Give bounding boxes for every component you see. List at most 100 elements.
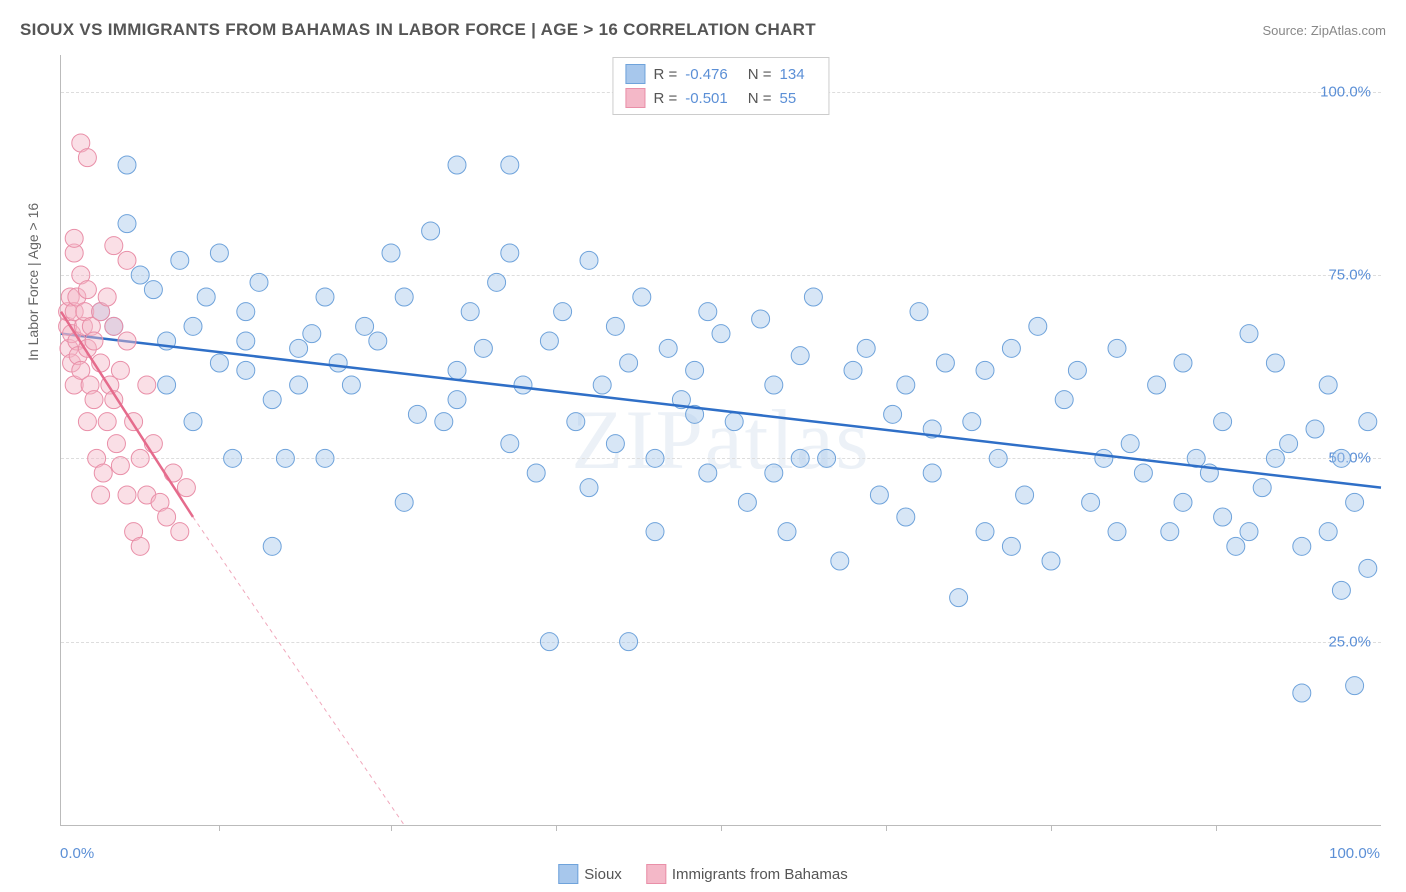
stats-row-1: R = -0.476 N = 134: [625, 62, 816, 86]
data-point: [1293, 684, 1311, 702]
n-value-1: 134: [780, 66, 805, 83]
data-point: [818, 449, 836, 467]
data-point: [85, 391, 103, 409]
data-point: [567, 413, 585, 431]
data-point: [395, 288, 413, 306]
data-point: [65, 229, 83, 247]
data-point: [554, 303, 572, 321]
data-point: [976, 361, 994, 379]
data-point: [1108, 339, 1126, 357]
data-point: [184, 413, 202, 431]
data-point: [1002, 339, 1020, 357]
data-point: [1346, 677, 1364, 695]
data-point: [290, 339, 308, 357]
data-point: [1346, 493, 1364, 511]
r-label: R =: [653, 90, 677, 107]
data-point: [210, 244, 228, 262]
data-point: [94, 464, 112, 482]
data-point: [778, 523, 796, 541]
data-point: [712, 325, 730, 343]
data-point: [422, 222, 440, 240]
data-point: [897, 508, 915, 526]
data-point: [144, 281, 162, 299]
data-point: [158, 376, 176, 394]
legend-item-1: Sioux: [558, 864, 622, 884]
data-point: [1068, 361, 1086, 379]
data-point: [210, 354, 228, 372]
data-point: [237, 303, 255, 321]
x-axis-max-label: 100.0%: [1329, 845, 1380, 862]
data-point: [606, 435, 624, 453]
data-point: [1332, 581, 1350, 599]
data-point: [1332, 449, 1350, 467]
data-point: [1108, 523, 1126, 541]
y-axis-label: In Labor Force | Age > 16: [25, 203, 41, 361]
data-point: [1240, 325, 1258, 343]
data-point: [857, 339, 875, 357]
data-point: [1082, 493, 1100, 511]
data-point: [1293, 537, 1311, 555]
data-point: [699, 464, 717, 482]
data-point: [369, 332, 387, 350]
data-point: [263, 391, 281, 409]
data-point: [316, 449, 334, 467]
r-label: R =: [653, 66, 677, 83]
x-axis-min-label: 0.0%: [60, 845, 94, 862]
data-point: [111, 361, 129, 379]
data-point: [1148, 376, 1166, 394]
data-point: [131, 449, 149, 467]
data-point: [118, 332, 136, 350]
data-point: [1042, 552, 1060, 570]
data-point: [1174, 493, 1192, 511]
data-point: [448, 361, 466, 379]
data-point: [78, 281, 96, 299]
trend-line-extrapolated: [193, 517, 404, 825]
data-point: [1029, 317, 1047, 335]
data-point: [1214, 413, 1232, 431]
data-point: [870, 486, 888, 504]
data-point: [237, 361, 255, 379]
data-point: [804, 288, 822, 306]
data-point: [303, 325, 321, 343]
data-point: [950, 589, 968, 607]
data-point: [448, 391, 466, 409]
data-point: [197, 288, 215, 306]
swatch-series-1: [625, 64, 645, 84]
data-point: [646, 523, 664, 541]
data-point: [1266, 449, 1284, 467]
data-point: [111, 457, 129, 475]
data-point: [1016, 486, 1034, 504]
data-point: [263, 537, 281, 555]
data-point: [1266, 354, 1284, 372]
data-point: [686, 361, 704, 379]
legend-swatch-2: [646, 864, 666, 884]
data-point: [1214, 508, 1232, 526]
data-point: [250, 273, 268, 291]
data-point: [620, 354, 638, 372]
data-point: [382, 244, 400, 262]
data-point: [488, 273, 506, 291]
data-point: [989, 449, 1007, 467]
data-point: [593, 376, 611, 394]
data-point: [580, 251, 598, 269]
data-point: [98, 288, 116, 306]
data-point: [171, 251, 189, 269]
data-point: [976, 523, 994, 541]
data-point: [131, 266, 149, 284]
source-label: Source: ZipAtlas.com: [1262, 23, 1386, 38]
data-point: [620, 633, 638, 651]
data-point: [1227, 537, 1245, 555]
data-point: [659, 339, 677, 357]
data-point: [78, 149, 96, 167]
data-point: [791, 449, 809, 467]
data-point: [963, 413, 981, 431]
data-point: [171, 523, 189, 541]
stats-row-2: R = -0.501 N = 55: [625, 86, 816, 110]
data-point: [791, 347, 809, 365]
data-point: [514, 376, 532, 394]
data-point: [580, 479, 598, 497]
data-point: [1095, 449, 1113, 467]
data-point: [158, 508, 176, 526]
data-point: [897, 376, 915, 394]
data-point: [752, 310, 770, 328]
